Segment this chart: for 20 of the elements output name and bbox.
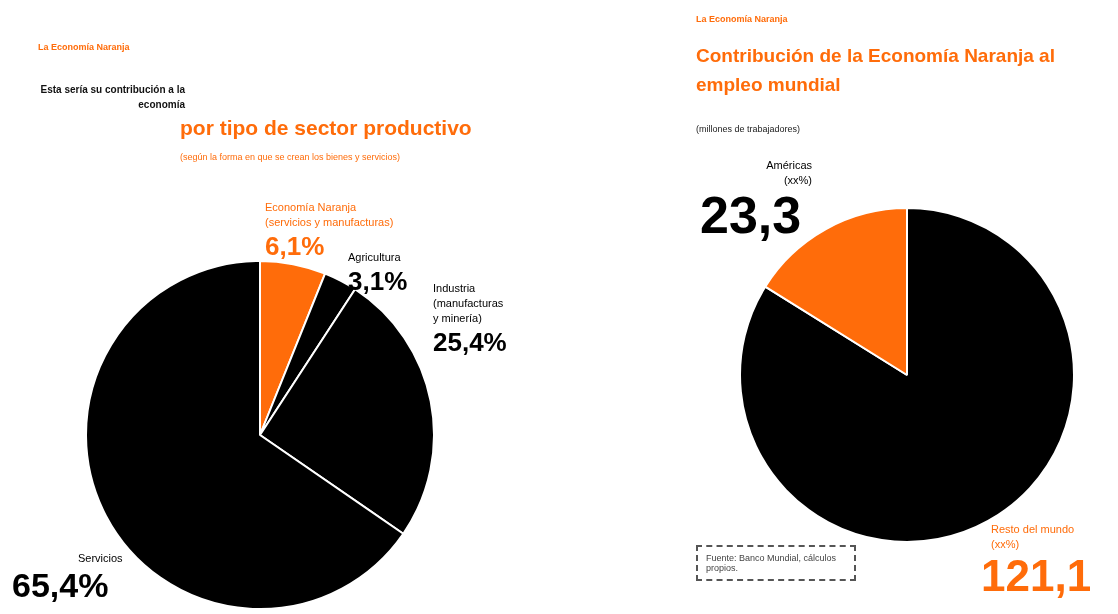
data-label: 6,1% bbox=[265, 231, 325, 262]
source-note: Fuente: Banco Mundial, cálculos propios. bbox=[696, 545, 856, 581]
chart-subtitle: (millones de trabajadores) bbox=[696, 124, 801, 134]
slice-label: Economía Naranja (servicios y manufacturas) bbox=[265, 200, 394, 228]
text: La Economía Naranja bbox=[696, 14, 788, 24]
data-label: 65,4% bbox=[12, 566, 109, 605]
chart-subtitle: por tipo de sector productivo bbox=[180, 116, 472, 140]
text: La Economía Naranja bbox=[38, 42, 130, 52]
data-label: 25,4% bbox=[433, 327, 507, 358]
slice-label: Agricultura bbox=[348, 250, 402, 263]
slice-label: Resto del mundo (xx%) bbox=[991, 522, 1075, 550]
chart-title: Contribución de la Economía Naranja al empleo mundial bbox=[696, 44, 1056, 97]
slice-label: Américas (xx%) bbox=[766, 158, 813, 186]
text: (según la forma en que se crean los bienes y servicios) bbox=[180, 152, 401, 162]
data-label: 121,1 bbox=[981, 551, 1092, 601]
slice-label: Industria (manufacturas y minería) bbox=[433, 281, 504, 324]
slice-label: Servicios bbox=[78, 551, 124, 564]
data-label: 23,3 bbox=[700, 186, 802, 245]
data-label: 3,1% bbox=[348, 266, 408, 297]
chart-title: Esta sería su contribución a la economía bbox=[39, 83, 185, 112]
